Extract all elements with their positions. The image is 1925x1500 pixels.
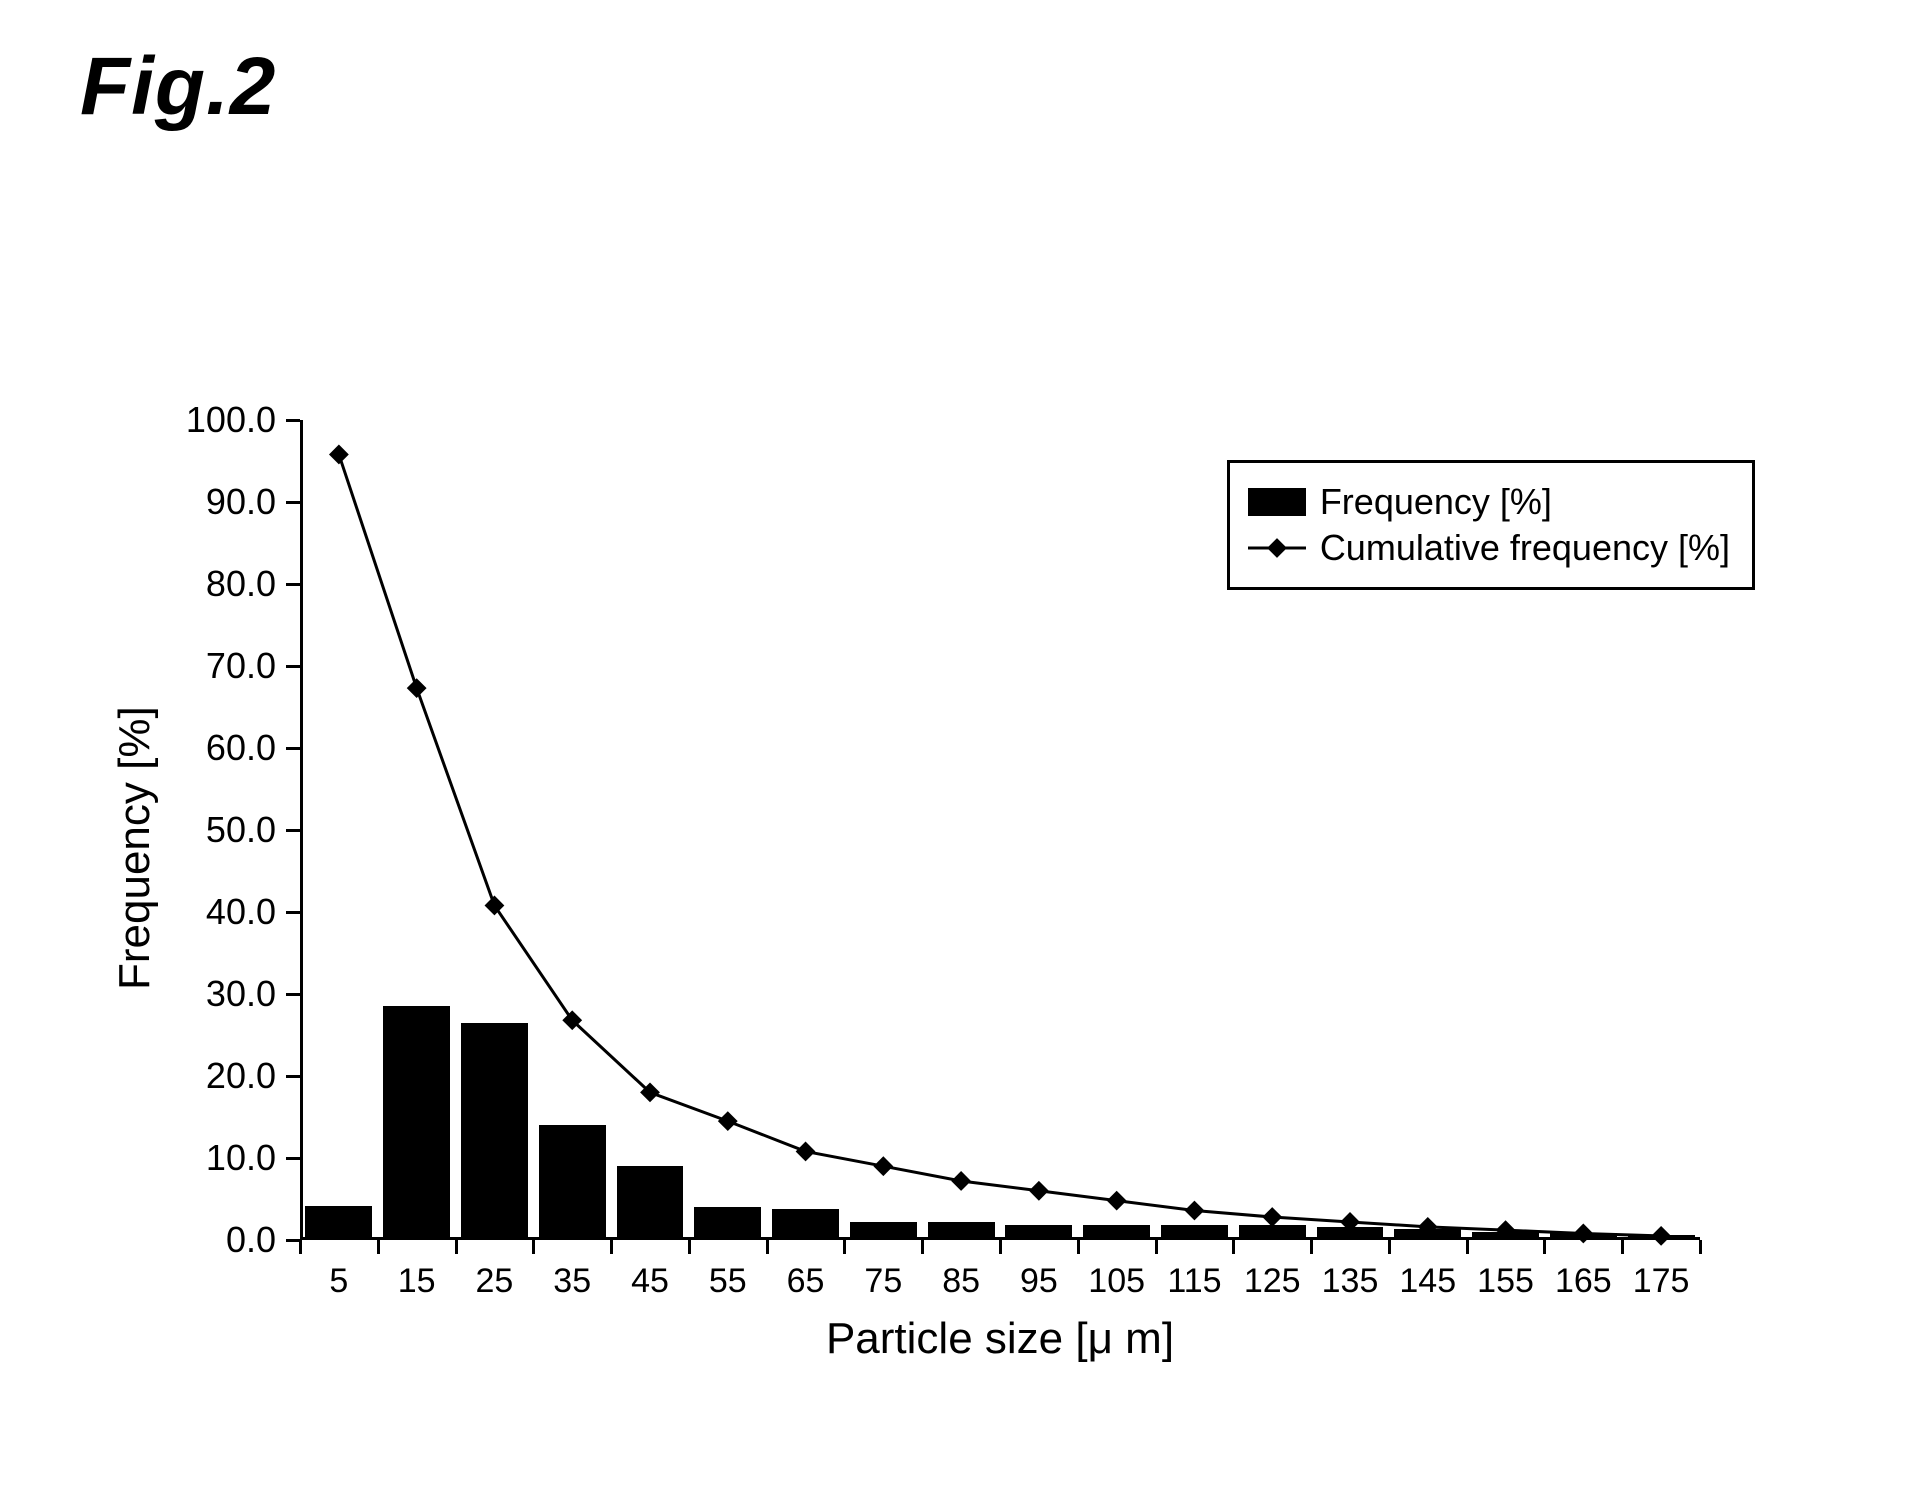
x-tick (766, 1240, 769, 1254)
line-marker-diamond-icon (796, 1142, 816, 1162)
y-tick-label: 20.0 (166, 1055, 276, 1097)
x-tick (455, 1240, 458, 1254)
y-tick-label: 70.0 (166, 645, 276, 687)
y-tick (286, 829, 300, 832)
x-tick-label: 5 (329, 1262, 348, 1301)
line-marker-diamond-icon (951, 1171, 971, 1191)
x-tick (610, 1240, 613, 1254)
x-tick-label: 55 (709, 1262, 747, 1301)
bar (461, 1023, 528, 1237)
y-tick (286, 747, 300, 750)
line-marker-diamond-icon (873, 1156, 893, 1176)
x-tick-label: 125 (1244, 1262, 1301, 1301)
x-tick (1388, 1240, 1391, 1254)
y-axis-line (300, 420, 303, 1240)
y-tick (286, 1239, 300, 1242)
y-tick-label: 10.0 (166, 1137, 276, 1179)
y-tick (286, 665, 300, 668)
x-tick (1699, 1240, 1702, 1254)
x-tick-label: 45 (631, 1262, 669, 1301)
bar (1005, 1225, 1072, 1237)
bar (1550, 1233, 1617, 1237)
x-tick-label: 95 (1020, 1262, 1058, 1301)
x-tick (1155, 1240, 1158, 1254)
y-tick (286, 501, 300, 504)
bar (1239, 1225, 1306, 1237)
bar (617, 1166, 684, 1237)
bar (1394, 1229, 1461, 1237)
x-tick-label: 65 (787, 1262, 825, 1301)
x-tick (688, 1240, 691, 1254)
x-tick (1621, 1240, 1624, 1254)
bar (850, 1222, 917, 1237)
bar (305, 1206, 372, 1237)
x-tick-label: 135 (1322, 1262, 1379, 1301)
x-tick (377, 1240, 380, 1254)
bar (1161, 1225, 1228, 1237)
y-tick (286, 911, 300, 914)
x-tick-label: 145 (1399, 1262, 1456, 1301)
bar (383, 1006, 450, 1237)
x-tick (921, 1240, 924, 1254)
cumulative-line (339, 454, 1661, 1235)
x-tick-label: 75 (864, 1262, 902, 1301)
x-tick-label: 115 (1167, 1262, 1221, 1301)
x-tick (1543, 1240, 1546, 1254)
line-marker-diamond-icon (1107, 1191, 1127, 1211)
line-marker-diamond-icon (1029, 1181, 1049, 1201)
x-tick (999, 1240, 1002, 1254)
y-tick (286, 419, 300, 422)
x-tick (1077, 1240, 1080, 1254)
bar (928, 1222, 995, 1237)
y-tick (286, 583, 300, 586)
line-marker-diamond-icon (329, 445, 349, 465)
y-tick (286, 1157, 300, 1160)
line-marker-diamond-icon (1262, 1207, 1282, 1227)
y-tick (286, 1075, 300, 1078)
x-tick-label: 175 (1633, 1262, 1690, 1301)
y-tick-label: 50.0 (166, 809, 276, 851)
y-tick-label: 0.0 (166, 1219, 276, 1261)
line-marker-diamond-icon (1185, 1201, 1205, 1221)
line-marker-diamond-icon (718, 1111, 738, 1131)
x-tick (532, 1240, 535, 1254)
x-tick-label: 105 (1088, 1262, 1145, 1301)
bar (539, 1125, 606, 1237)
y-tick-label: 60.0 (166, 727, 276, 769)
bar (1317, 1227, 1384, 1237)
x-tick-label: 25 (476, 1262, 514, 1301)
line-marker-diamond-icon (485, 896, 505, 916)
x-tick-label: 165 (1555, 1262, 1612, 1301)
x-tick (299, 1240, 302, 1254)
x-tick (1466, 1240, 1469, 1254)
x-tick-label: 35 (553, 1262, 591, 1301)
x-tick-label: 15 (398, 1262, 436, 1301)
page: Fig.2 Frequency [%] Particle size [μ m] … (0, 0, 1925, 1500)
y-tick (286, 993, 300, 996)
x-tick (1232, 1240, 1235, 1254)
y-tick-label: 30.0 (166, 973, 276, 1015)
y-tick-label: 40.0 (166, 891, 276, 933)
x-tick (1310, 1240, 1313, 1254)
chart: Frequency [%] Particle size [μ m] Freque… (0, 0, 1925, 1500)
x-tick-label: 155 (1477, 1262, 1534, 1301)
y-tick-label: 100.0 (166, 399, 276, 441)
bar (1628, 1235, 1695, 1237)
bar (1472, 1232, 1539, 1237)
x-tick-label: 85 (942, 1262, 980, 1301)
line-marker-diamond-icon (407, 678, 427, 698)
bar (772, 1209, 839, 1237)
y-tick-label: 80.0 (166, 563, 276, 605)
y-tick-label: 90.0 (166, 481, 276, 523)
bar (1083, 1225, 1150, 1237)
x-tick (843, 1240, 846, 1254)
bar (694, 1207, 761, 1237)
